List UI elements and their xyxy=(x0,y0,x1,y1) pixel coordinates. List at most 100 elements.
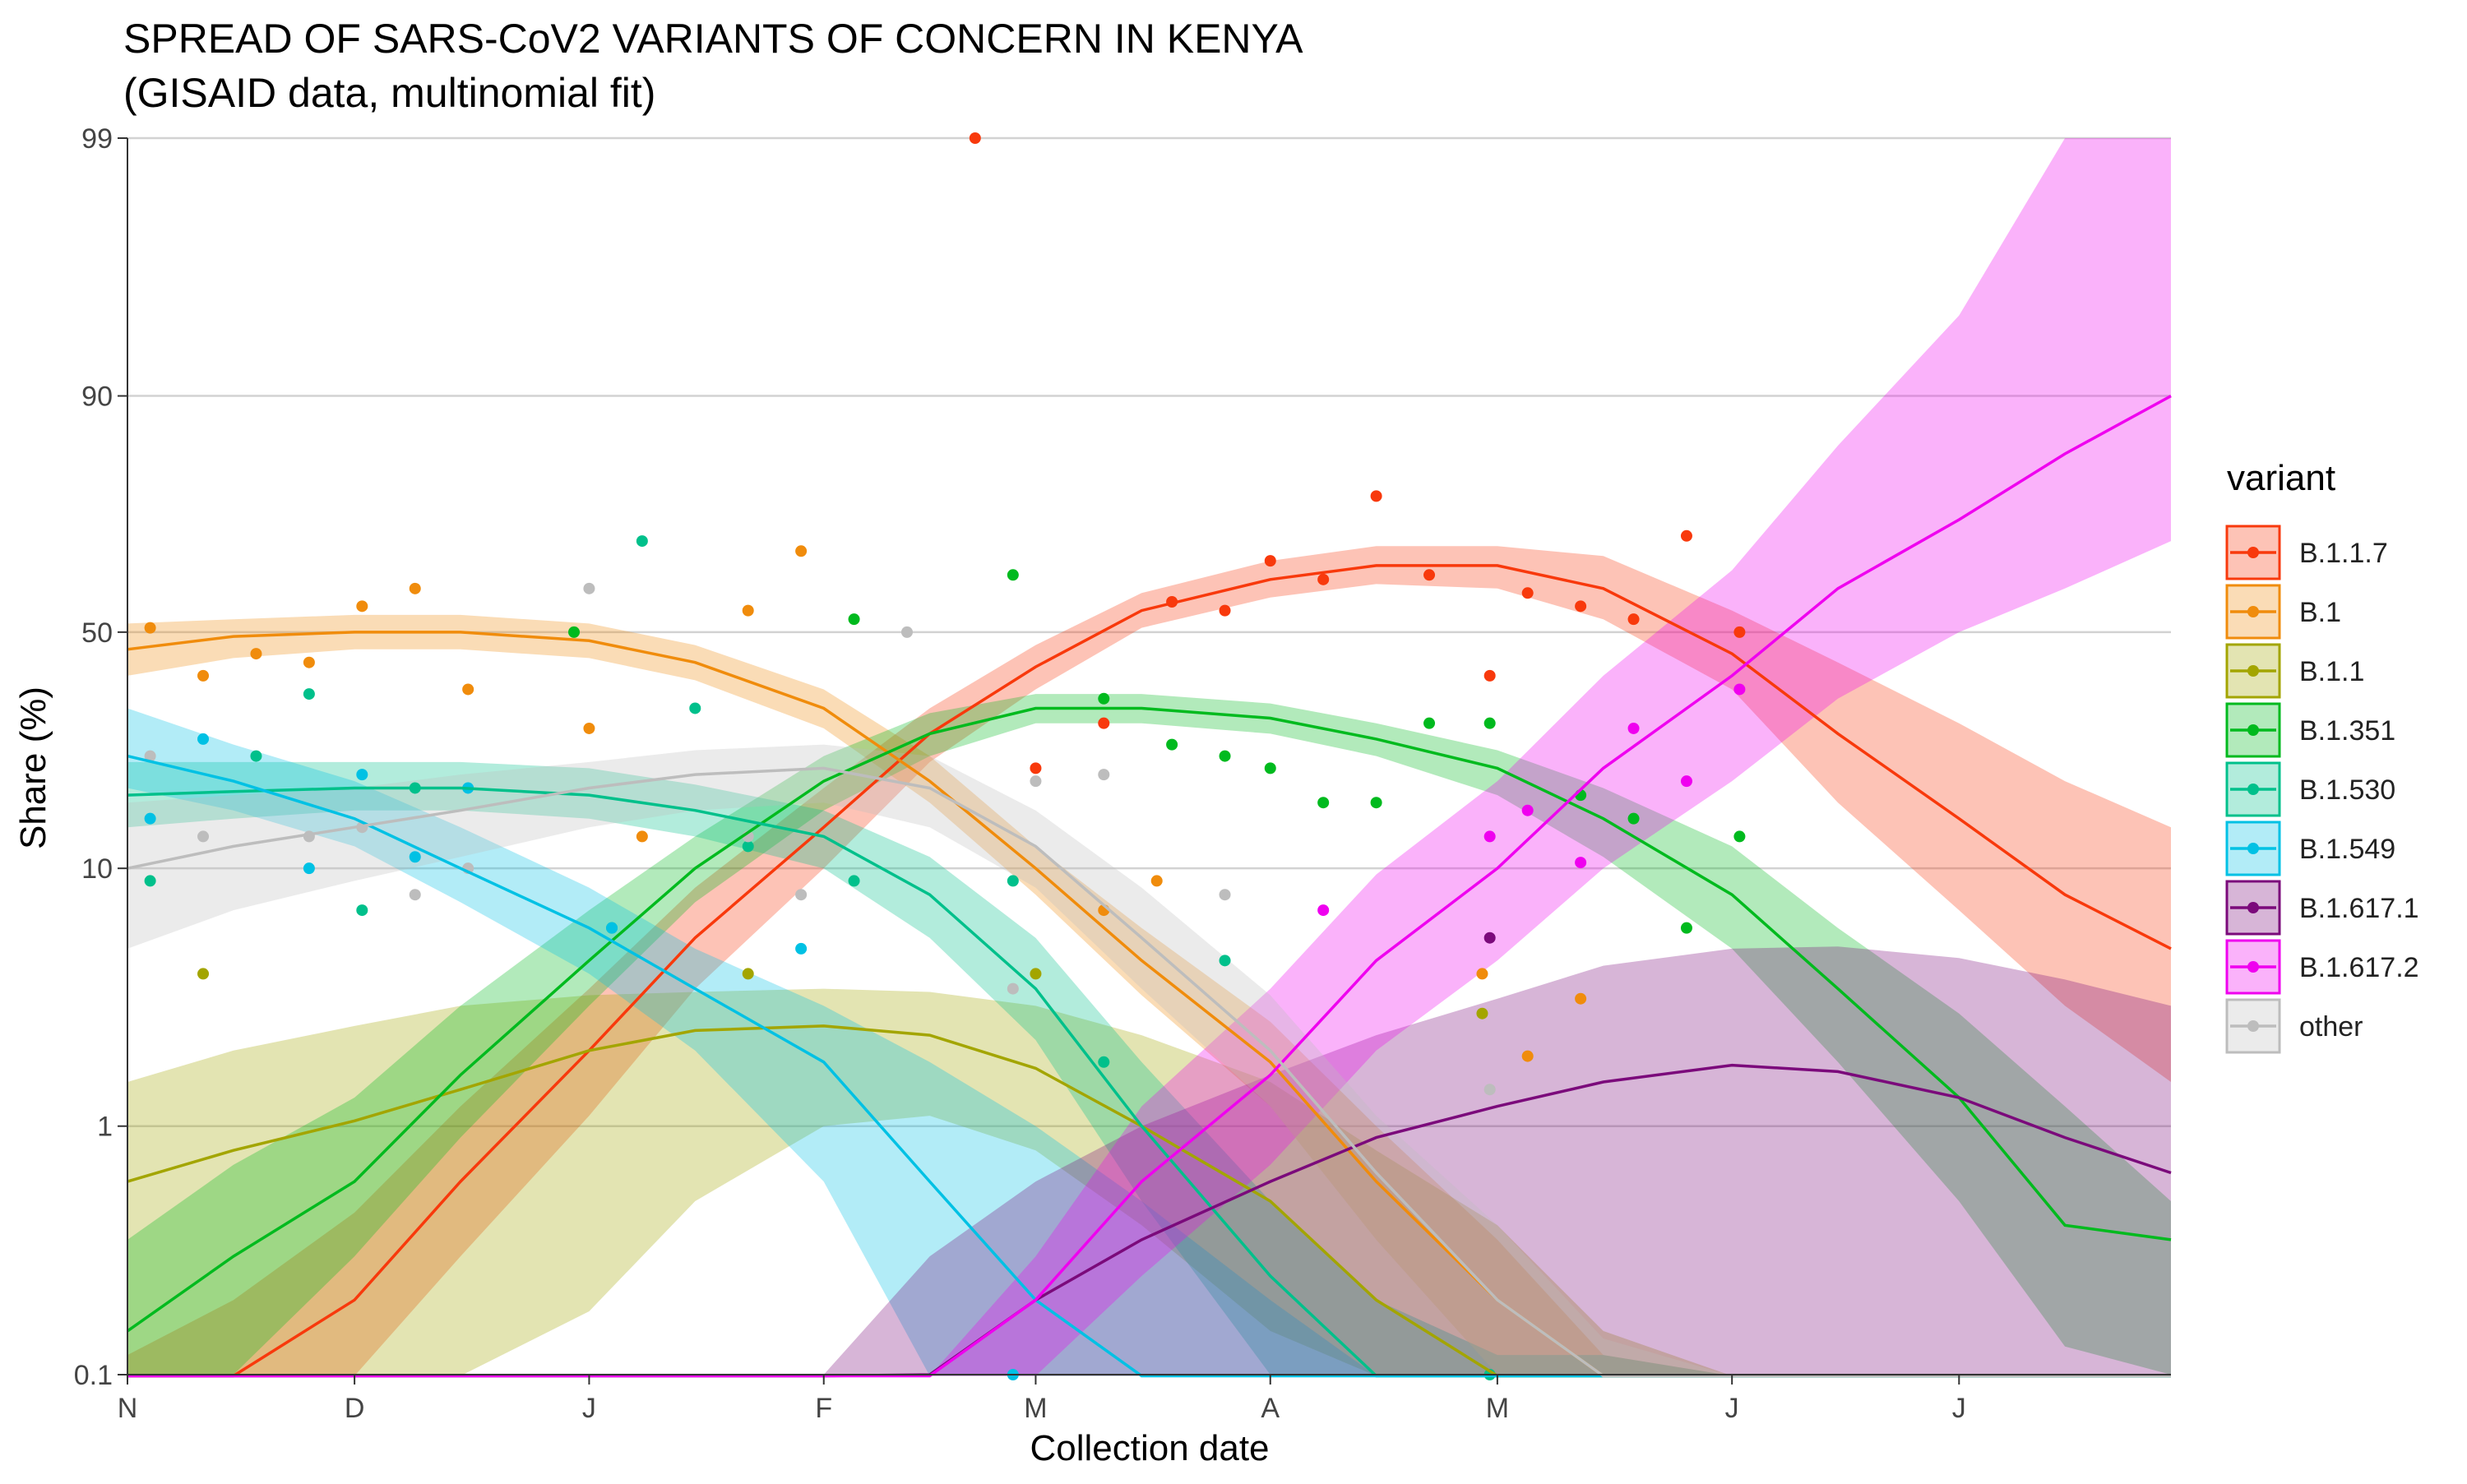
point-b-1 xyxy=(1150,875,1163,887)
point-b-1-351 xyxy=(1370,797,1382,809)
point-b-1-351 xyxy=(848,613,860,626)
point-b-1-1-7 xyxy=(1423,569,1436,581)
point-b-1-351 xyxy=(1423,717,1436,729)
point-b-1-549 xyxy=(606,922,618,934)
legend-dot-b-1-1-7 xyxy=(2247,547,2259,558)
legend-label-b-1-1: B.1.1 xyxy=(2299,656,2364,687)
y-tick-label: 99 xyxy=(81,123,113,155)
legend-dot-other xyxy=(2247,1020,2259,1032)
legend-dot-b-1-530 xyxy=(2247,784,2259,795)
point-b-1-530 xyxy=(742,840,754,853)
point-b-1-1-7 xyxy=(1098,717,1110,729)
legend-label-b-1-530: B.1.530 xyxy=(2299,774,2395,806)
point-b-1-1-7 xyxy=(1627,613,1640,626)
legend-dot-b-1-1 xyxy=(2247,665,2259,677)
point-b-1-1 xyxy=(197,968,210,980)
x-tick-label: D xyxy=(345,1393,365,1424)
point-b-1-351 xyxy=(1219,750,1231,762)
chart-title: SPREAD OF SARS-CoV2 VARIANTS OF CONCERN … xyxy=(123,16,1303,62)
x-tick-label: F xyxy=(815,1393,832,1424)
point-b-1-617-2 xyxy=(1521,804,1534,816)
point-b-1-1-7 xyxy=(1575,600,1587,613)
point-b-1-1 xyxy=(1030,968,1042,980)
point-other xyxy=(1007,982,1019,995)
point-b-1-530 xyxy=(1007,875,1019,887)
point-b-1-351 xyxy=(1264,762,1276,774)
point-other xyxy=(1483,1084,1496,1096)
point-b-1-617-1 xyxy=(1483,932,1496,944)
point-b-1-530 xyxy=(1098,1056,1110,1068)
legend-dot-b-1-617-2 xyxy=(2247,961,2259,973)
point-b-1 xyxy=(250,648,262,660)
point-b-1-530 xyxy=(848,875,860,887)
point-b-1 xyxy=(144,622,156,634)
line-b-1-1-7 xyxy=(127,564,2172,1378)
legend-dot-b-1-617-1 xyxy=(2247,902,2259,913)
band-b-1-1-7 xyxy=(127,546,2171,1376)
point-b-1-617-2 xyxy=(1575,857,1587,869)
point-other xyxy=(1219,889,1231,901)
band-b-1-549 xyxy=(127,708,2171,1376)
point-b-1-351 xyxy=(1680,922,1692,934)
band-b-1-617-2 xyxy=(127,138,2171,1376)
point-b-1-530 xyxy=(1219,955,1231,967)
point-b-1-530 xyxy=(144,875,156,887)
point-other xyxy=(409,889,421,901)
x-tick-label: A xyxy=(1261,1393,1280,1424)
y-axis-title: Share (%) xyxy=(13,687,53,849)
point-b-1-351 xyxy=(568,626,581,638)
point-b-1-617-2 xyxy=(1317,904,1330,917)
legend-label-b-1-617-2: B.1.617.2 xyxy=(2299,952,2419,983)
legend-label-b-1-617-1: B.1.617.1 xyxy=(2299,893,2419,924)
point-b-1 xyxy=(303,656,315,668)
point-b-1-1 xyxy=(742,968,754,980)
confidence-bands xyxy=(127,138,2171,1376)
x-tick-label: J xyxy=(1725,1393,1739,1424)
point-b-1-530 xyxy=(303,688,315,700)
point-b-1-617-2 xyxy=(1680,775,1692,788)
legend-dot-b-1 xyxy=(2247,606,2259,617)
fit-lines xyxy=(126,395,2172,1378)
point-b-1 xyxy=(409,582,421,594)
line-other xyxy=(127,766,2171,1378)
point-b-1-530 xyxy=(636,535,648,548)
point-b-1-549 xyxy=(409,851,421,863)
point-b-1-549 xyxy=(356,769,368,781)
point-b-1-1-7 xyxy=(1030,762,1042,774)
point-b-1 xyxy=(1575,992,1587,1005)
y-tick-label: 0.1 xyxy=(74,1360,113,1391)
point-b-1-351 xyxy=(1733,830,1746,843)
point-b-1 xyxy=(742,604,754,617)
point-b-1-617-2 xyxy=(1627,722,1640,734)
legend-label-b-1-1-7: B.1.1.7 xyxy=(2299,538,2388,569)
legend-label-b-1-351: B.1.351 xyxy=(2299,715,2395,747)
point-other xyxy=(583,582,595,594)
point-b-1-549 xyxy=(197,733,210,745)
point-b-1-530 xyxy=(250,750,262,762)
point-b-1-549 xyxy=(144,812,156,825)
point-b-1-1 xyxy=(1476,1007,1488,1019)
legend-dot-b-1-549 xyxy=(2247,843,2259,854)
point-other xyxy=(1030,775,1042,788)
point-b-1-1-7 xyxy=(1317,573,1330,585)
band-b-1-351 xyxy=(127,694,2171,1376)
point-b-1-351 xyxy=(1317,797,1330,809)
x-tick-label: J xyxy=(1952,1393,1966,1424)
point-b-1 xyxy=(356,600,368,613)
point-b-1-549 xyxy=(795,942,808,955)
point-b-1-351 xyxy=(1483,717,1496,729)
point-b-1 xyxy=(197,669,210,682)
point-other xyxy=(1098,769,1110,781)
point-b-1-1-7 xyxy=(1264,555,1276,567)
x-tick-label: J xyxy=(582,1393,596,1424)
axes: 0.1 1 10 50 90 99 N D J F M A M J J xyxy=(74,123,2171,1424)
point-b-1-1-7 xyxy=(969,132,981,144)
point-b-1-1-7 xyxy=(1733,626,1746,638)
point-b-1 xyxy=(795,545,808,557)
point-b-1-530 xyxy=(689,702,701,714)
x-tick-label: N xyxy=(118,1393,138,1424)
point-b-1-549 xyxy=(303,862,315,875)
legend-dot-b-1-351 xyxy=(2247,724,2259,736)
point-b-1-1-7 xyxy=(1219,604,1231,617)
